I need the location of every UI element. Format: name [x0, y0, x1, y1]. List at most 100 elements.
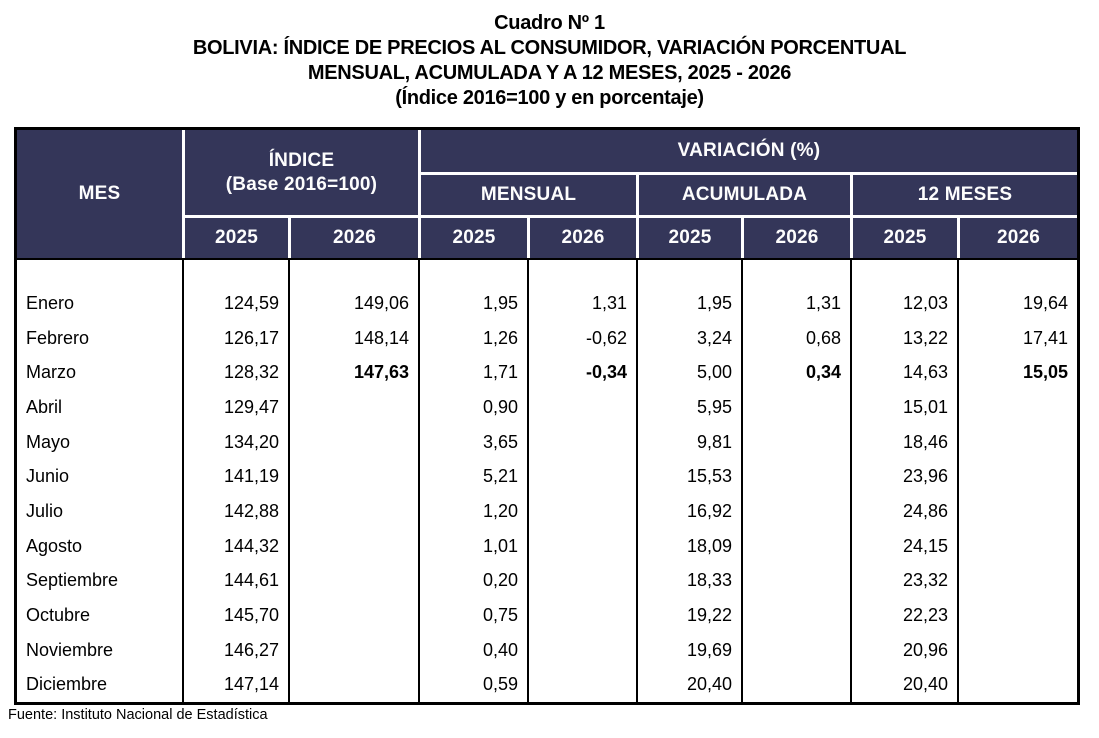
value-cell: 128,32	[184, 355, 290, 391]
table-row: Julio 142,88 1,20 16,92 24,86	[17, 494, 1077, 529]
value-cell: 20,40	[638, 667, 743, 703]
month-cell: Enero	[17, 286, 184, 321]
table-row: Octubre 145,70 0,75 19,22 22,23	[17, 598, 1077, 633]
value-cell	[743, 494, 852, 529]
value-cell	[529, 390, 638, 425]
value-cell: 0,34	[743, 355, 852, 391]
month-cell: Febrero	[17, 320, 184, 356]
value-cell: 17,41	[1022, 327, 1068, 348]
value-cell	[290, 390, 420, 425]
month-cell: Diciembre	[17, 667, 184, 703]
value-cell: 146,27	[184, 632, 290, 668]
month-cell: Noviembre	[17, 632, 184, 668]
value-cell: 147,14	[184, 667, 290, 703]
header-mes: MES	[17, 130, 182, 258]
spacer-row	[17, 260, 1077, 286]
value-cell: 3,24	[638, 320, 743, 356]
table-row: Abril 129,47 0,90 5,95 15,01	[17, 390, 1077, 425]
value-cell: 1,95	[638, 286, 743, 321]
value-cell: 12,03	[852, 286, 959, 321]
value-cell: 24,86	[852, 494, 959, 529]
value-cell: 1,95	[420, 286, 529, 321]
header-year: 2025	[185, 218, 288, 258]
value-cell	[290, 598, 420, 633]
table-row: Junio 141,19 5,21 15,53 23,96	[17, 459, 1077, 495]
value-cell: 20,40	[852, 667, 959, 703]
header-indice-title: ÍNDICE	[268, 149, 335, 171]
title-line-4: (Índice 2016=100 y en porcentaje)	[395, 87, 704, 109]
value-cell: 19,22	[638, 598, 743, 633]
month-cell: Junio	[17, 459, 184, 495]
value-cell	[529, 494, 638, 529]
value-cell: 0,75	[420, 598, 529, 633]
value-cell: 1,26	[420, 320, 529, 356]
value-cell: 13,22	[852, 320, 959, 356]
month-cell: Agosto	[17, 528, 184, 564]
header-indice: ÍNDICE (Base 2016=100)	[185, 130, 418, 215]
value-cell: 23,96	[852, 459, 959, 495]
value-cell: 144,32	[184, 528, 290, 564]
table-title: Cuadro Nº 1 BOLIVIA: ÍNDICE DE PRECIOS A…	[0, 11, 1099, 111]
value-cell	[290, 494, 420, 529]
value-cell: -0,34	[529, 355, 638, 391]
value-cell: 148,14	[290, 320, 420, 356]
title-line-2: BOLIVIA: ÍNDICE DE PRECIOS AL CONSUMIDOR…	[192, 37, 907, 59]
value-cell	[959, 563, 1077, 598]
value-cell	[959, 425, 1077, 460]
value-cell	[743, 632, 852, 668]
table-row: Enero 124,59 149,06 1,95 1,31 1,95 1,31 …	[17, 286, 1077, 321]
header-year: 2026	[960, 218, 1077, 258]
value-cell: 9,81	[638, 424, 743, 460]
value-cell: 134,20	[184, 424, 290, 460]
table-row: Agosto 144,32 1,01 18,09 24,15	[17, 528, 1077, 564]
value-cell	[959, 667, 1077, 702]
header-year: 2025	[853, 218, 957, 258]
table-row: Marzo 128,32 147,63 1,71 -0,34 5,00 0,34…	[17, 355, 1077, 391]
value-cell	[290, 563, 420, 599]
value-cell	[290, 528, 420, 564]
title-line-1: Cuadro Nº 1	[494, 12, 605, 34]
value-cell	[743, 528, 852, 564]
value-cell: 0,90	[420, 390, 529, 425]
value-cell: 5,95	[638, 390, 743, 425]
value-cell: 1,31	[743, 286, 852, 321]
value-cell: 15,01	[852, 390, 959, 425]
value-cell: -0,62	[529, 320, 638, 356]
value-cell	[290, 424, 420, 460]
month-cell: Marzo	[17, 355, 184, 391]
value-cell: 129,47	[184, 390, 290, 425]
value-cell	[290, 632, 420, 668]
value-cell: 18,33	[638, 563, 743, 599]
month-cell: Abril	[17, 390, 184, 425]
value-cell: 0,40	[420, 632, 529, 668]
value-cell	[743, 667, 852, 703]
value-cell: 141,19	[184, 459, 290, 495]
month-cell: Octubre	[17, 598, 184, 633]
value-cell: 24,15	[852, 528, 959, 564]
header-year: 2025	[639, 218, 741, 258]
value-cell: 19,64	[1022, 292, 1068, 313]
value-cell: 5,21	[420, 459, 529, 495]
value-cell	[529, 598, 638, 633]
value-cell: 18,09	[638, 528, 743, 564]
value-cell	[959, 598, 1077, 633]
value-cell: 1,71	[420, 355, 529, 391]
header-year: 2025	[421, 218, 527, 258]
value-cell: 1,20	[420, 494, 529, 529]
value-cell	[959, 459, 1077, 494]
value-cell: 19,69	[638, 632, 743, 668]
value-cell: 0,68	[743, 320, 852, 356]
value-cell: 145,70	[184, 598, 290, 633]
value-cell: 22,23	[852, 598, 959, 633]
table-row: Noviembre 146,27 0,40 19,69 20,96	[17, 632, 1077, 668]
value-cell	[529, 424, 638, 460]
value-cell	[529, 563, 638, 599]
value-cell: 142,88	[184, 494, 290, 529]
value-cell: 15,53	[638, 459, 743, 495]
value-cell: 18,46	[852, 424, 959, 460]
table-row: Diciembre 147,14 0,59 20,40 20,40	[17, 667, 1077, 703]
month-cell: Septiembre	[17, 563, 184, 599]
value-cell	[529, 667, 638, 703]
value-cell: 1,01	[420, 528, 529, 564]
